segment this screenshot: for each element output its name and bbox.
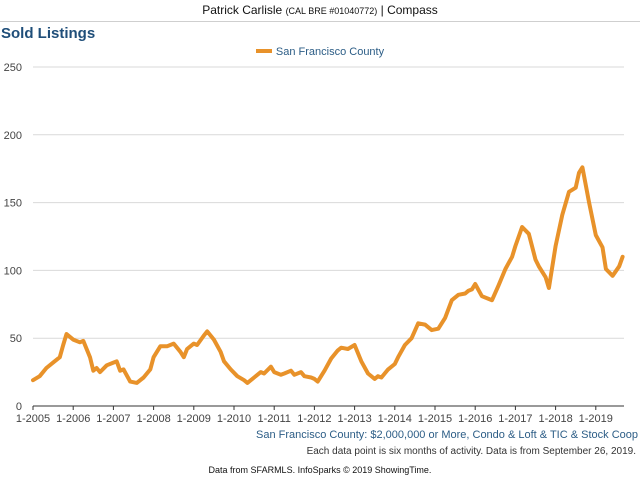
x-tick-label: 1-2014 bbox=[378, 413, 412, 425]
x-tick-label: 1-2018 bbox=[538, 413, 572, 425]
data-note: Each data point is six months of activit… bbox=[306, 446, 636, 457]
x-tick-label: 1-2012 bbox=[297, 413, 331, 425]
x-tick-label: 1-2008 bbox=[136, 413, 170, 425]
legend-swatch bbox=[255, 49, 272, 54]
x-tick-label: 1-2010 bbox=[217, 413, 251, 425]
series-line-san-francisco-county[interactable] bbox=[31, 165, 625, 385]
x-tick-label: 1-2015 bbox=[418, 413, 452, 425]
x-tick-label: 1-2005 bbox=[16, 413, 50, 425]
x-tick-label: 1-2009 bbox=[177, 413, 211, 425]
x-tick-label: 1-2019 bbox=[579, 413, 613, 425]
y-tick-label: 200 bbox=[4, 130, 22, 142]
y-tick-label: 100 bbox=[4, 265, 22, 277]
x-tick-label: 1-2011 bbox=[257, 413, 290, 425]
data-credit: Data from SFARMLS. InfoSparks © 2019 Sho… bbox=[208, 465, 432, 475]
y-tick-label: 50 bbox=[10, 333, 22, 345]
header-bar: Patrick Carlisle (CAL BRE #01040772) | C… bbox=[0, 0, 640, 22]
x-tick-label: 1-2007 bbox=[96, 413, 130, 425]
x-tick-label: 1-2016 bbox=[458, 413, 492, 425]
x-tick-label: 1-2017 bbox=[498, 413, 532, 425]
license-number: (CAL BRE #01040772) bbox=[285, 6, 378, 16]
chart-title: Sold Listings bbox=[1, 25, 96, 42]
y-tick-label: 150 bbox=[4, 198, 22, 210]
chart-subtitle: San Francisco County: $2,000,000 or More… bbox=[256, 429, 638, 441]
chart-legend[interactable]: San Francisco County bbox=[0, 46, 640, 58]
y-tick-label: 0 bbox=[16, 401, 22, 413]
brokerage-name: | Compass bbox=[380, 3, 438, 17]
x-tick-label: 1-2006 bbox=[56, 413, 90, 425]
legend-label: San Francisco County bbox=[275, 46, 385, 58]
agent-name: Patrick Carlisle bbox=[202, 3, 283, 17]
y-tick-label: 250 bbox=[4, 62, 22, 74]
x-tick-label: 1-2013 bbox=[337, 413, 371, 425]
